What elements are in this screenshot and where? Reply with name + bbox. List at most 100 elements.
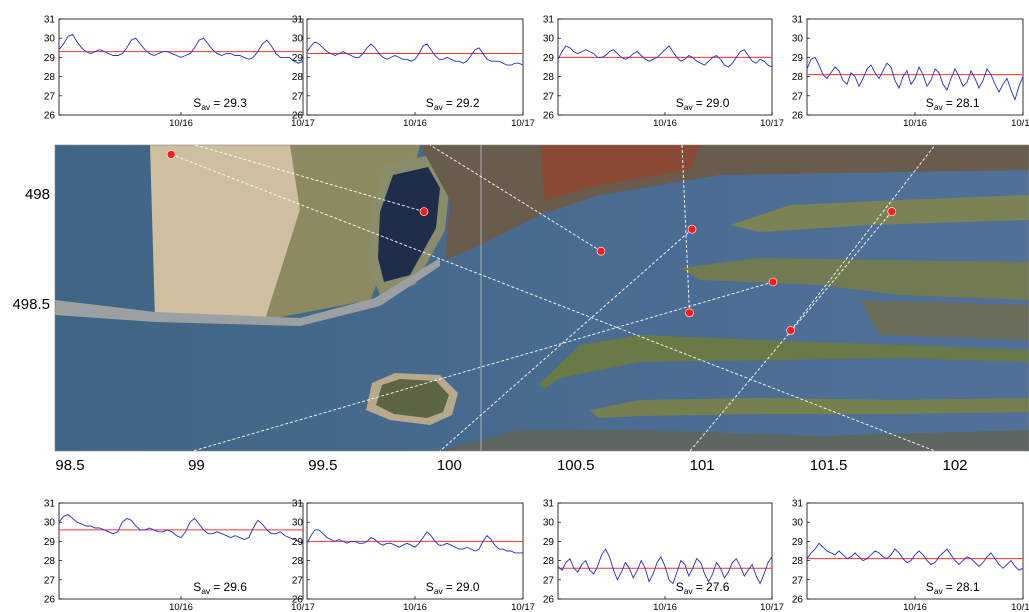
- y-tick-label: 28: [44, 556, 56, 567]
- average-label-equals: =: [446, 96, 456, 110]
- map-x-tick-label: 99: [188, 457, 205, 474]
- y-tick-label: 29: [44, 537, 56, 548]
- average-label-equals: =: [946, 96, 956, 110]
- map-x-tick-label: 100.5: [557, 457, 595, 474]
- y-tick-label: 30: [792, 34, 804, 45]
- x-tick-label: 10/16: [169, 118, 193, 129]
- average-label-subscript: av: [434, 586, 444, 596]
- station-marker: [686, 309, 694, 317]
- y-tick-label: 31: [44, 499, 56, 510]
- y-tick-label: 30: [292, 518, 304, 529]
- y-tick-label: 26: [792, 111, 804, 122]
- average-label-symbol: S: [926, 96, 934, 110]
- y-tick-label: 28: [292, 72, 304, 83]
- average-label-value: 28.1: [956, 96, 980, 110]
- average-label-value: 27.6: [706, 580, 730, 594]
- station-marker: [597, 247, 605, 255]
- panel-axes-box: [59, 19, 303, 115]
- average-label-subscript: av: [684, 586, 694, 596]
- average-label-equals: =: [213, 96, 223, 110]
- y-tick-label: 31: [292, 499, 304, 510]
- map-y-tick-label: 498: [25, 186, 50, 203]
- y-tick-label: 26: [292, 111, 304, 122]
- average-label-value: 29.3: [224, 96, 248, 110]
- y-tick-label: 29: [292, 53, 304, 64]
- y-tick-label: 28: [44, 72, 56, 83]
- average-label-value: 29.6: [224, 580, 248, 594]
- map-x-tick-label: 101.5: [810, 457, 848, 474]
- y-tick-label: 29: [792, 53, 804, 64]
- panel-axes-box: [807, 19, 1023, 115]
- y-tick-label: 28: [543, 556, 555, 567]
- y-tick-label: 29: [792, 537, 804, 548]
- average-label-subscript: av: [934, 586, 944, 596]
- y-tick-label: 28: [543, 72, 555, 83]
- x-tick-label: 10/17: [760, 602, 784, 612]
- salinity-panel: 26 27 28 29 30 31 10/16 10/17 Sav = 29.3: [44, 15, 315, 130]
- y-tick-label: 31: [543, 15, 555, 26]
- x-tick-label: 10/17: [760, 118, 784, 129]
- y-tick-label: 31: [44, 15, 56, 26]
- harbour-map: 98.5 99 99.5 100 100.5 101 101.5 102 498.5498: [12, 145, 1029, 474]
- average-label-subscript: av: [201, 586, 211, 596]
- y-tick-label: 26: [292, 595, 304, 606]
- average-label-equals: =: [696, 96, 706, 110]
- map-x-tick-label: 98.5: [55, 457, 84, 474]
- average-label-symbol: S: [676, 96, 684, 110]
- salinity-panel: 26272829303110/16 10/17Sav = 29.6: [44, 499, 315, 612]
- map-x-axis: 98.5 99 99.5 100 100.5 101 101.5 102: [55, 457, 967, 474]
- y-tick-label: 29: [44, 53, 56, 64]
- map-y-tick-label: 498.5: [12, 296, 50, 313]
- salinity-panel: 26 27 28 29 30 31 10/16 10/17 Sav = 29.0: [543, 15, 784, 130]
- y-tick-label: 30: [44, 34, 56, 45]
- x-tick-label: 10/16: [653, 118, 677, 129]
- x-tick-label: 10/17: [511, 602, 535, 612]
- x-tick-label: 10/16: [653, 602, 677, 612]
- average-label-subscript: av: [684, 102, 694, 112]
- average-label-symbol: S: [676, 580, 684, 594]
- y-tick-label: 30: [543, 34, 555, 45]
- average-label-value: 28.1: [956, 580, 980, 594]
- average-label-subscript: av: [201, 102, 211, 112]
- average-label-subscript: av: [434, 102, 444, 112]
- panel-axes-box: [558, 503, 772, 599]
- y-tick-label: 27: [292, 575, 304, 586]
- average-label-symbol: S: [193, 580, 201, 594]
- y-tick-label: 28: [292, 556, 304, 567]
- station-marker: [769, 278, 777, 286]
- average-label-value: 29.2: [456, 96, 480, 110]
- salinity-panel: 26 27 28 29 30 31 10/16 10/17 Sav= 28.1: [792, 499, 1029, 612]
- map-y-axis: 498.5 498: [12, 186, 50, 313]
- map-x-tick-label: 100: [437, 457, 462, 474]
- panel-axes-box: [59, 503, 303, 599]
- y-tick-label: 30: [543, 518, 555, 529]
- y-tick-label: 27: [44, 575, 56, 586]
- panel-axes-box: [307, 503, 523, 599]
- y-tick-label: 28: [792, 72, 804, 83]
- salinity-panel: 26272829303110/16 10/17Sav = 29.2: [292, 15, 535, 130]
- x-tick-label: 10/16: [169, 602, 193, 612]
- x-tick-label: 10/16: [403, 602, 427, 612]
- station-marker: [688, 225, 696, 233]
- x-tick-label: 10/16: [403, 118, 427, 129]
- station-marker: [420, 208, 428, 216]
- average-label-symbol: S: [926, 580, 934, 594]
- salinity-panel: 26 27 28 29 30 31 10/16 10/17 Sav = 27.6: [543, 499, 784, 612]
- average-label-equals: =: [213, 580, 223, 594]
- y-tick-label: 26: [543, 111, 555, 122]
- y-tick-label: 30: [292, 34, 304, 45]
- average-label-symbol: S: [426, 580, 434, 594]
- map-x-tick-label: 101: [690, 457, 715, 474]
- y-tick-label: 31: [792, 15, 804, 26]
- station-marker: [888, 208, 896, 216]
- y-tick-label: 26: [44, 111, 56, 122]
- y-tick-label: 29: [543, 537, 555, 548]
- x-tick-label: 10/17: [1011, 602, 1029, 612]
- y-tick-label: 31: [292, 15, 304, 26]
- map-x-tick-label: 99.5: [308, 457, 337, 474]
- average-label-equals: =: [696, 580, 706, 594]
- average-label-value: 29.0: [706, 96, 730, 110]
- average-label-symbol: S: [193, 96, 201, 110]
- y-tick-label: 28: [792, 556, 804, 567]
- average-label-symbol: S: [426, 96, 434, 110]
